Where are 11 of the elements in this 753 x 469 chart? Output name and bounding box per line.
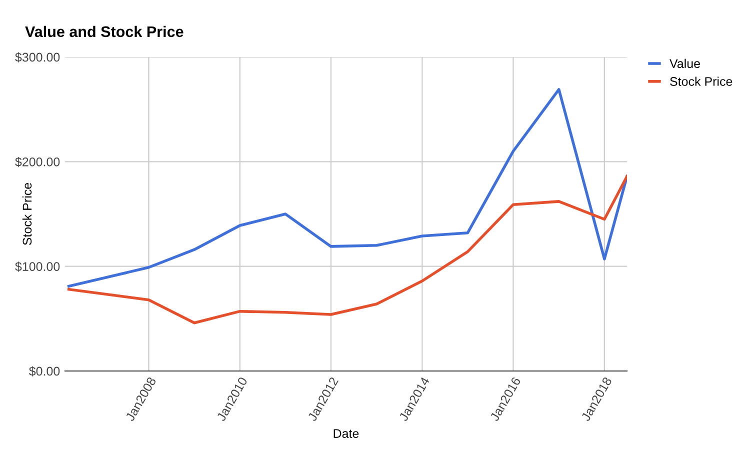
y-tick-label: $100.00	[15, 262, 60, 272]
x-axis-title: Date	[334, 429, 359, 438]
legend-label: Value	[670, 58, 700, 68]
y-tick-label: $200.00	[15, 156, 60, 168]
line-series	[67, 88, 627, 288]
y-tick-label: $0.00	[28, 366, 60, 376]
legend-label: Stock Price	[670, 76, 732, 86]
chart-title: Value and Stock Price	[25, 26, 184, 38]
y-axis-title: Stock Price	[22, 182, 32, 246]
y-tick-label: $300.00	[15, 52, 60, 62]
line-series	[67, 174, 627, 324]
